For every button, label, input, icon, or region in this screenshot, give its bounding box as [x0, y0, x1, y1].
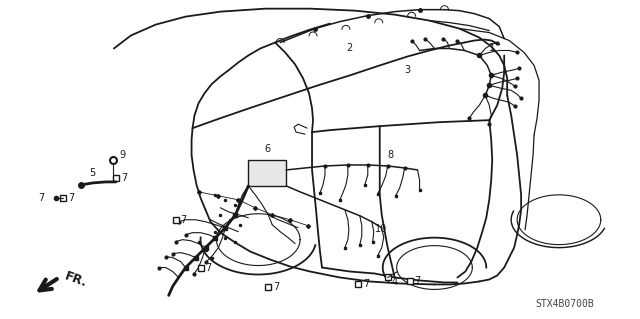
Text: 7: 7	[415, 277, 421, 286]
Text: 7: 7	[205, 263, 212, 272]
Text: 2: 2	[347, 43, 353, 54]
Text: 7: 7	[273, 282, 280, 293]
Text: 7: 7	[121, 173, 127, 183]
Text: 4: 4	[392, 278, 398, 287]
Text: 5: 5	[89, 168, 95, 178]
Text: 7: 7	[363, 279, 369, 289]
Text: 7: 7	[180, 215, 187, 225]
Bar	[248, 160, 286, 186]
Text: 6: 6	[264, 144, 270, 154]
Text: 8: 8	[388, 150, 394, 160]
Text: 7: 7	[38, 193, 44, 203]
Text: 3: 3	[404, 65, 411, 75]
Text: FR.: FR.	[63, 270, 90, 290]
Text: 7: 7	[68, 193, 74, 203]
Text: 10: 10	[375, 224, 387, 234]
Text: 9: 9	[119, 150, 125, 160]
Text: 1: 1	[489, 43, 495, 54]
Text: STX4B0700B: STX4B0700B	[535, 299, 594, 309]
